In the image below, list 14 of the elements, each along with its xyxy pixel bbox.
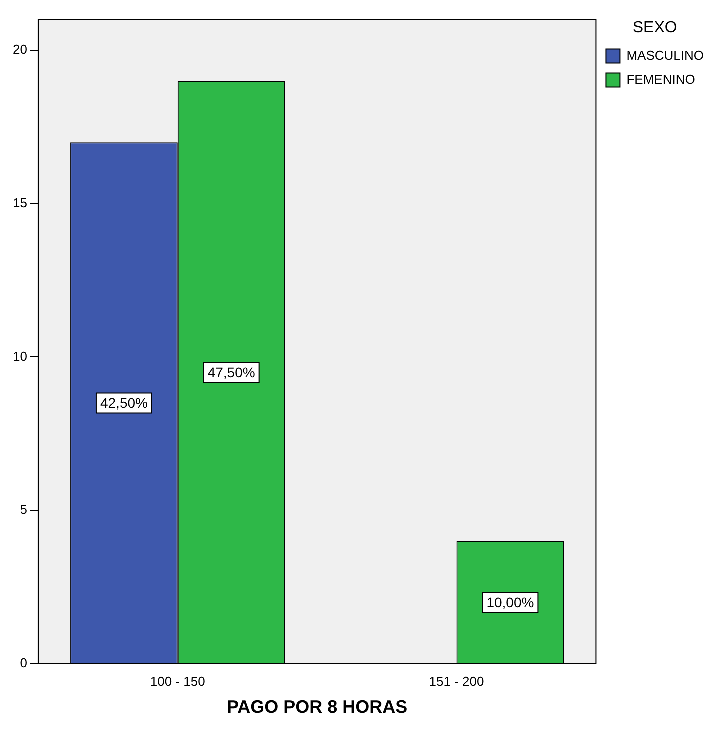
y-tick-label: 15: [12, 196, 28, 211]
annotation: 42,50%: [100, 395, 148, 412]
y-tick-label: 5: [20, 502, 28, 518]
x-axis-title: PAGO POR 8 HORAS: [226, 697, 408, 718]
y-tick-label: 0: [20, 655, 28, 670]
y-tick-label: 20: [12, 42, 28, 58]
legend-label: MASCULINO: [626, 48, 704, 63]
legend-label: FEMENINO: [626, 72, 696, 87]
x-tick-label: 100 - 150: [150, 674, 206, 690]
x-tick-label: 151 - 200: [429, 674, 484, 690]
y-tick-label: 10: [12, 348, 28, 364]
annotation: 10,00%: [486, 594, 534, 610]
annotation: 47,50%: [208, 364, 256, 380]
legend-title: SEXO: [632, 19, 678, 36]
